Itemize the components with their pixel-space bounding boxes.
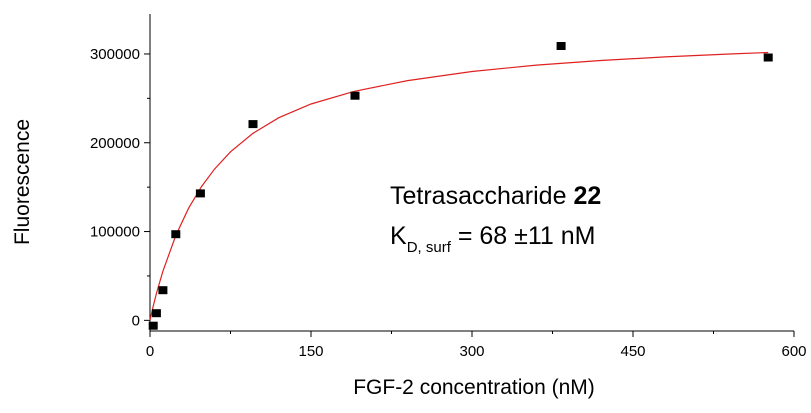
data-point [556,42,566,50]
y-axis-title: Fluorescence [11,119,34,245]
annotation-kd-symbol: K [390,222,407,250]
annotation-kd-value: = 68 ±11 nM [451,222,596,250]
data-point [248,120,258,129]
y-tick-label: 200000 [90,135,140,152]
data-points [148,42,773,330]
x-axis-title: FGF-2 concentration (nM) [353,376,595,399]
y-tick-label: 100000 [90,224,140,241]
axes [149,14,794,332]
x-tick-label: 150 [298,343,323,360]
x-tick-label: 0 [146,343,154,360]
tick-labels: 0 150 300 450 600 0 100000 200000 300000 [90,46,807,360]
data-point [350,91,360,100]
annotation-compound: Tetrasaccharide 22 [390,182,601,210]
ticks [144,53,795,337]
data-point [171,230,181,239]
fit-curve-group [149,51,769,321]
data-point [158,286,168,295]
data-point [763,53,773,62]
data-point [195,189,205,198]
annotation-kd-subscript: D, surf [407,239,452,256]
data-point [151,309,161,318]
y-tick-label: 300000 [90,46,140,63]
x-tick-label: 450 [620,343,645,360]
fit-curve [149,51,769,321]
annotation-kd: KD, surf = 68 ±11 nM [390,222,595,256]
annotation-compound-name: Tetrasaccharide [390,182,573,210]
annotation-compound-number: 22 [573,182,601,210]
y-tick-label: 0 [132,312,140,329]
x-tick-label: 600 [781,343,806,360]
data-point [148,321,158,330]
x-tick-label: 300 [459,343,484,360]
